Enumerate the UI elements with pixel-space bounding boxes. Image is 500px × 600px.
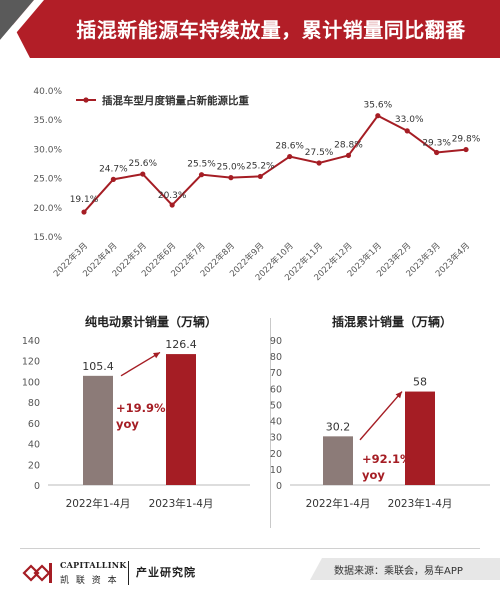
y-tick-label: 30.0%	[33, 145, 62, 155]
data-point	[228, 175, 234, 181]
bar	[405, 391, 435, 485]
y-tick-label: 50	[270, 400, 282, 411]
data-label: 25.0%	[217, 163, 246, 173]
growth-arrow-head	[153, 352, 160, 359]
growth-arrow-head	[395, 391, 402, 399]
y-tick-label: 20	[270, 449, 282, 460]
phev-bar-chart: 插混累计销量（万辆） 0 10 20 30 40 50 60 70 80 90 30.2 2022年1-…	[270, 314, 490, 510]
data-point	[287, 153, 293, 160]
data-label: 33.0%	[395, 115, 424, 125]
x-tick-label: 2023年1-4月	[149, 497, 214, 510]
logo-text-cn: 凯 联 资 本	[60, 576, 119, 586]
y-tick-label: 120	[22, 357, 40, 368]
y-tick-label: 40.0%	[33, 87, 62, 97]
chart-title: 插混累计销量（万辆）	[332, 314, 452, 329]
x-tick-label: 2022年1-4月	[66, 497, 131, 510]
data-point	[434, 149, 440, 156]
x-tick-label: 2022年1-4月	[306, 497, 371, 510]
data-point	[140, 171, 146, 177]
data-label: 20.3%	[158, 191, 187, 201]
growth-arrow-line	[359, 391, 403, 441]
page-title: 插混新能源车持续放量，累计销量同比翻番	[76, 18, 466, 42]
y-tick-label: 0	[276, 481, 282, 492]
y-tick-label: 15.0%	[33, 233, 62, 243]
y-tick-label: 100	[22, 377, 40, 388]
data-source-text: 数据来源：乘联会，易车APP	[334, 566, 463, 577]
data-point	[316, 160, 322, 166]
y-tick-label: 140	[22, 336, 40, 347]
y-tick-label: 60	[28, 419, 40, 430]
bar	[166, 354, 196, 485]
data-point	[110, 176, 116, 182]
data-label: 29.3%	[422, 138, 451, 148]
data-label: 29.8%	[452, 135, 481, 145]
data-label: 28.8%	[334, 140, 363, 150]
data-label: 24.7%	[99, 164, 128, 174]
chart-divider	[270, 318, 271, 528]
banner-shape	[0, 0, 500, 58]
data-point	[198, 172, 205, 178]
bar-value-label: 105.4	[82, 360, 114, 373]
growth-arrow-line	[120, 351, 161, 377]
data-label: 25.6%	[128, 159, 157, 169]
header-banner: 插混新能源车持续放量，累计销量同比翻番	[0, 0, 500, 64]
growth-unit: yoy	[362, 468, 385, 482]
footer-rule	[20, 548, 480, 549]
ev-bar-chart: 纯电动累计销量（万辆） 0 20 40 60 80 100 120 140 105.4 2022年1…	[22, 314, 250, 510]
data-label: 35.6%	[364, 101, 393, 111]
data-label: 19.1%	[70, 195, 99, 205]
y-tick-label: 60	[270, 384, 282, 395]
data-point	[169, 202, 175, 208]
bar	[83, 375, 113, 485]
bar-value-label: 126.4	[165, 338, 197, 351]
growth-label: +92.1%	[362, 452, 412, 466]
growth-unit: yoy	[116, 417, 139, 431]
y-tick-label: 20.0%	[33, 204, 62, 214]
data-label: 27.5%	[305, 148, 334, 158]
y-tick-label: 0	[34, 481, 40, 492]
y-tick-label: 25.0%	[33, 175, 62, 185]
data-point	[81, 209, 87, 215]
data-label: 25.5%	[187, 160, 216, 170]
footer: CAPITALLINK 凯 联 资 本 产业研究院 数据来源：乘联会，易车APP	[0, 548, 500, 600]
y-tick-label: 35.0%	[33, 116, 62, 126]
data-point	[257, 173, 263, 180]
y-tick-label: 80	[28, 398, 40, 409]
y-tick-label: 70	[270, 368, 282, 379]
line-chart: 15.0% 20.0% 25.0% 30.0% 35.0% 40.0% 19.1% 24.7%…	[33, 87, 481, 283]
logo-separator	[128, 561, 129, 585]
y-tick-label: 40	[270, 417, 282, 428]
data-point	[404, 128, 410, 134]
y-tick-label: 20	[28, 460, 40, 471]
growth-label: +19.9%	[116, 401, 166, 415]
data-point	[345, 152, 352, 159]
capitallink-logo-icon	[22, 563, 52, 583]
legend-label: 插混车型月度销量占新能源比重	[102, 94, 249, 107]
source-background	[310, 558, 500, 580]
data-point	[463, 146, 469, 153]
bar	[323, 436, 353, 485]
bar-value-label: 58	[413, 376, 427, 389]
x-tick-label: 2023年1-4月	[388, 497, 453, 510]
logo-text-en: CAPITALLINK	[60, 560, 127, 570]
y-tick-label: 10	[270, 465, 282, 476]
chart-title: 纯电动累计销量（万辆）	[85, 314, 217, 329]
y-tick-label: 30	[270, 433, 282, 444]
data-label: 25.2%	[246, 161, 275, 171]
bar-value-label: 30.2	[326, 420, 351, 433]
legend-marker	[83, 97, 89, 103]
series-line	[83, 114, 467, 213]
y-tick-label: 90	[270, 336, 282, 347]
institute-label: 产业研究院	[136, 566, 196, 579]
y-tick-label: 40	[28, 440, 40, 451]
data-point	[375, 113, 381, 119]
y-tick-label: 80	[270, 352, 282, 363]
data-label: 28.6%	[275, 142, 304, 152]
